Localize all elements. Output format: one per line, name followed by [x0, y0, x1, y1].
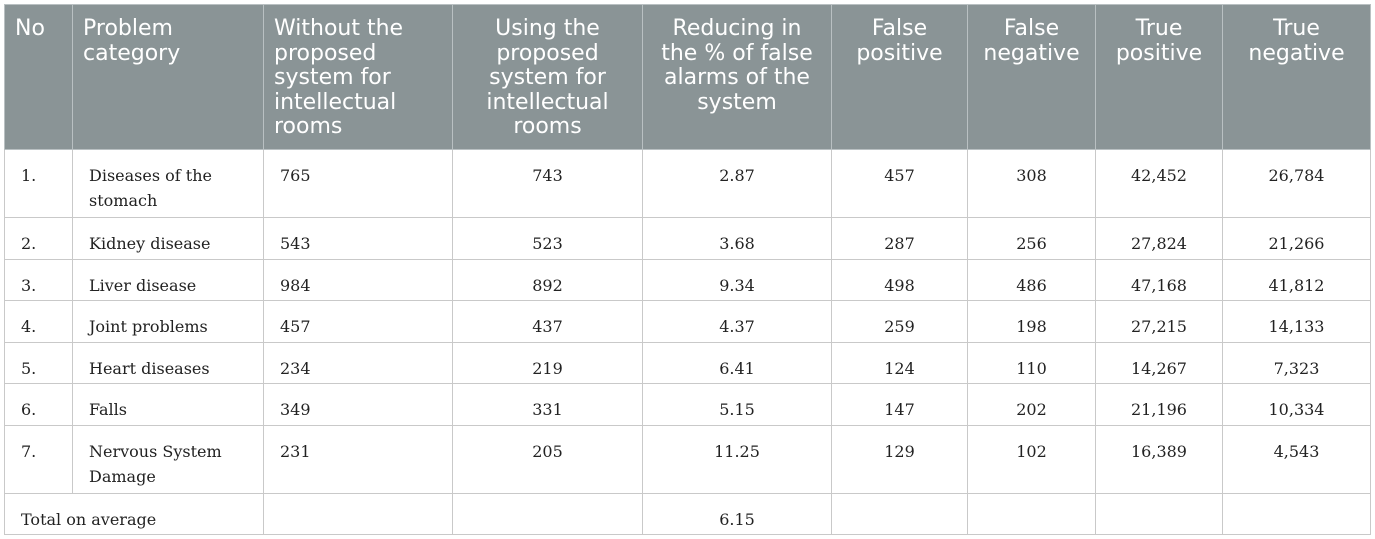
cell-without: 349 — [263, 383, 453, 426]
cell-false-positive: 457 — [831, 149, 968, 218]
cell-false-negative: 102 — [967, 424, 1096, 494]
cell-reduction: 3.68 — [642, 217, 832, 260]
cell-category: Diseases of the stomach — [72, 149, 264, 218]
results-table: No Problem category Without the proposed… — [4, 4, 1371, 535]
cell-category: Liver disease — [72, 258, 264, 301]
cell-without: 457 — [263, 300, 453, 343]
cell-reduction: 6.41 — [642, 341, 832, 384]
cell-true-positive: 27,824 — [1095, 217, 1223, 260]
cell-true-negative: 7,323 — [1222, 341, 1371, 384]
cell-without: 231 — [263, 424, 453, 494]
cell-true-positive: 16,389 — [1095, 424, 1223, 494]
cell-reduction: 2.87 — [642, 149, 832, 218]
cell-category: Nervous System Damage — [72, 424, 264, 494]
cell-no: 7. — [4, 424, 73, 494]
cell-using: 892 — [452, 258, 643, 301]
cell-reduction: 5.15 — [642, 383, 832, 426]
cell-category: Kidney disease — [72, 217, 264, 260]
cell-no: 6. — [4, 383, 73, 426]
table-row: 6. Falls 349 331 5.15 147 202 21,196 10,… — [4, 383, 1371, 426]
cell-empty — [967, 492, 1096, 535]
table-container: No Problem category Without the proposed… — [4, 4, 1371, 535]
header-true-positive: True positive — [1095, 4, 1223, 150]
cell-false-positive: 287 — [831, 217, 968, 260]
cell-empty — [1222, 492, 1371, 535]
cell-using: 743 — [452, 149, 643, 218]
cell-empty — [452, 492, 643, 535]
table-row: 4. Joint problems 457 437 4.37 259 198 2… — [4, 300, 1371, 343]
cell-empty — [831, 492, 968, 535]
cell-without: 234 — [263, 341, 453, 384]
header-using-system: Using the proposed system for intellectu… — [452, 4, 643, 150]
cell-false-positive: 498 — [831, 258, 968, 301]
cell-true-positive: 14,267 — [1095, 341, 1223, 384]
cell-true-negative: 21,266 — [1222, 217, 1371, 260]
header-no: No — [4, 4, 73, 150]
cell-using: 437 — [452, 300, 643, 343]
header-without-system: Without the proposed system for intellec… — [263, 4, 453, 150]
cell-without: 765 — [263, 149, 453, 218]
cell-true-positive: 21,196 — [1095, 383, 1223, 426]
total-row: Total on average 6.15 — [4, 492, 1371, 535]
cell-no: 1. — [4, 149, 73, 218]
cell-no: 5. — [4, 341, 73, 384]
cell-false-negative: 110 — [967, 341, 1096, 384]
table-row: 5. Heart diseases 234 219 6.41 124 110 1… — [4, 341, 1371, 384]
cell-false-positive: 129 — [831, 424, 968, 494]
header-reduction-percent: Reducing in the % of false alarms of the… — [642, 4, 832, 150]
cell-true-positive: 27,215 — [1095, 300, 1223, 343]
cell-without: 984 — [263, 258, 453, 301]
table-row: 2. Kidney disease 543 523 3.68 287 256 2… — [4, 217, 1371, 260]
cell-true-negative: 4,543 — [1222, 424, 1371, 494]
cell-false-positive: 259 — [831, 300, 968, 343]
cell-using: 219 — [452, 341, 643, 384]
cell-false-negative: 486 — [967, 258, 1096, 301]
cell-true-negative: 10,334 — [1222, 383, 1371, 426]
cell-false-negative: 198 — [967, 300, 1096, 343]
cell-empty — [263, 492, 453, 535]
cell-category: Falls — [72, 383, 264, 426]
cell-no: 3. — [4, 258, 73, 301]
cell-reduction: 4.37 — [642, 300, 832, 343]
header-problem-category: Problem category — [72, 4, 264, 150]
header-true-negative: True negative — [1222, 4, 1371, 150]
cell-without: 543 — [263, 217, 453, 260]
cell-using: 331 — [452, 383, 643, 426]
header-false-positive: False positive — [831, 4, 968, 150]
cell-reduction: 11.25 — [642, 424, 832, 494]
header-row: No Problem category Without the proposed… — [4, 4, 1371, 150]
cell-false-negative: 202 — [967, 383, 1096, 426]
cell-true-negative: 26,784 — [1222, 149, 1371, 218]
cell-true-positive: 47,168 — [1095, 258, 1223, 301]
table-row: 3. Liver disease 984 892 9.34 498 486 47… — [4, 258, 1371, 301]
cell-reduction: 9.34 — [642, 258, 832, 301]
cell-using: 205 — [452, 424, 643, 494]
cell-false-negative: 308 — [967, 149, 1096, 218]
cell-using: 523 — [452, 217, 643, 260]
total-reduction: 6.15 — [642, 492, 832, 535]
cell-category: Joint problems — [72, 300, 264, 343]
table-row: 7. Nervous System Damage 231 205 11.25 1… — [4, 424, 1371, 494]
cell-true-negative: 41,812 — [1222, 258, 1371, 301]
cell-false-positive: 124 — [831, 341, 968, 384]
cell-no: 4. — [4, 300, 73, 343]
header-false-negative: False negative — [967, 4, 1096, 150]
total-label: Total on average — [4, 492, 264, 535]
cell-empty — [1095, 492, 1223, 535]
cell-false-positive: 147 — [831, 383, 968, 426]
cell-false-negative: 256 — [967, 217, 1096, 260]
table-row: 1. Diseases of the stomach 765 743 2.87 … — [4, 149, 1371, 218]
cell-true-negative: 14,133 — [1222, 300, 1371, 343]
cell-true-positive: 42,452 — [1095, 149, 1223, 218]
cell-category: Heart diseases — [72, 341, 264, 384]
cell-no: 2. — [4, 217, 73, 260]
